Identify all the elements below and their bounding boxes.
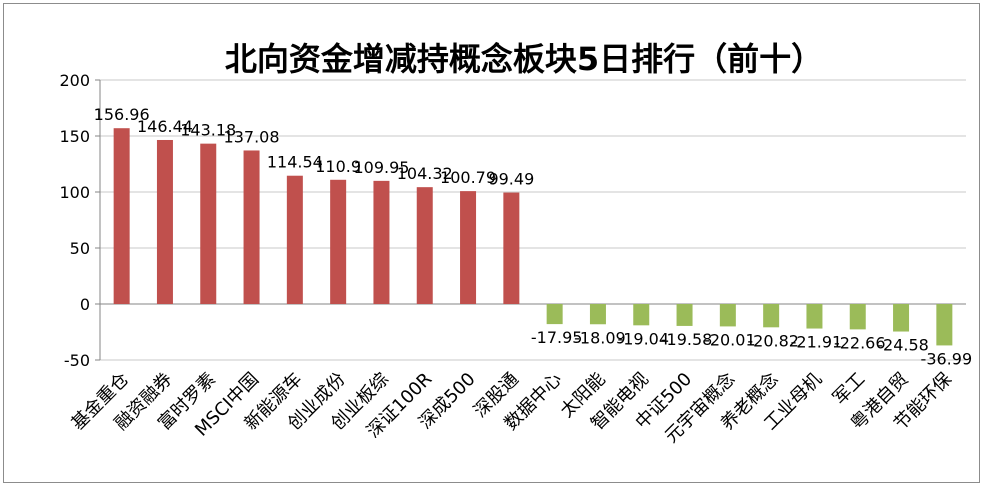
- data-label: 104.32: [397, 164, 453, 183]
- bar: [416, 187, 433, 304]
- data-label: 99.49: [488, 170, 534, 189]
- y-tick-label: 100: [59, 183, 90, 202]
- data-label: 143.18: [180, 121, 236, 140]
- y-tick-labels: 200 150 100 50 0 -50: [59, 71, 90, 370]
- data-label: 146.44: [137, 117, 193, 136]
- y-tick-label: 200: [59, 71, 90, 90]
- bar: [113, 128, 130, 304]
- data-label: 109.95: [353, 158, 409, 177]
- bar: [286, 175, 303, 304]
- y-tick-label: -50: [64, 351, 90, 370]
- bar: [806, 304, 823, 329]
- data-label: -17.95: [531, 328, 583, 347]
- data-label: -21.91: [791, 333, 843, 352]
- bar: [849, 304, 866, 330]
- bar: [589, 304, 606, 325]
- data-label: 100.79: [440, 168, 496, 187]
- bar: [546, 304, 563, 325]
- data-label: -20.82: [747, 331, 799, 350]
- bar: [156, 139, 173, 304]
- x-tick-labels: 基金重仓融资融券富时罗素MSCI中国新能源车创业成份创业板综深证100R深成50…: [67, 368, 955, 447]
- bar: [633, 304, 650, 326]
- data-label: 114.54: [267, 153, 323, 172]
- data-label: -20.01: [704, 330, 756, 349]
- bar: [460, 191, 477, 304]
- bar: [676, 304, 693, 326]
- data-label: 110.9: [315, 157, 361, 176]
- bar: [503, 192, 520, 304]
- bar: [936, 304, 953, 346]
- bar: [763, 304, 780, 328]
- chart-frame: 北向资金增减持概念板块5日排行（前十） 200 150 100 50 0 -50 156.…: [3, 3, 980, 483]
- bar: [373, 180, 390, 304]
- bar: [719, 304, 736, 327]
- bar: [893, 304, 910, 332]
- data-label: -24.58: [877, 336, 929, 355]
- bar: [243, 150, 260, 304]
- data-label: 137.08: [224, 127, 280, 146]
- data-label: -36.99: [921, 349, 973, 368]
- bars: [113, 128, 953, 346]
- data-label: -18.09: [574, 328, 626, 347]
- data-label: -22.66: [834, 333, 886, 352]
- y-tick-label: 150: [59, 127, 90, 146]
- data-label: 156.96: [94, 105, 150, 124]
- bar: [200, 143, 217, 304]
- data-label: -19.58: [661, 330, 713, 349]
- y-tick-label: 50: [70, 239, 90, 258]
- y-tick-label: 0: [80, 295, 90, 314]
- bar: [330, 179, 347, 304]
- chart-title: 北向资金增减持概念板块5日排行（前十）: [225, 40, 823, 78]
- bar-chart: 北向资金增减持概念板块5日排行（前十） 200 150 100 50 0 -50 156.…: [59, 40, 972, 447]
- data-label: -19.04: [617, 329, 669, 348]
